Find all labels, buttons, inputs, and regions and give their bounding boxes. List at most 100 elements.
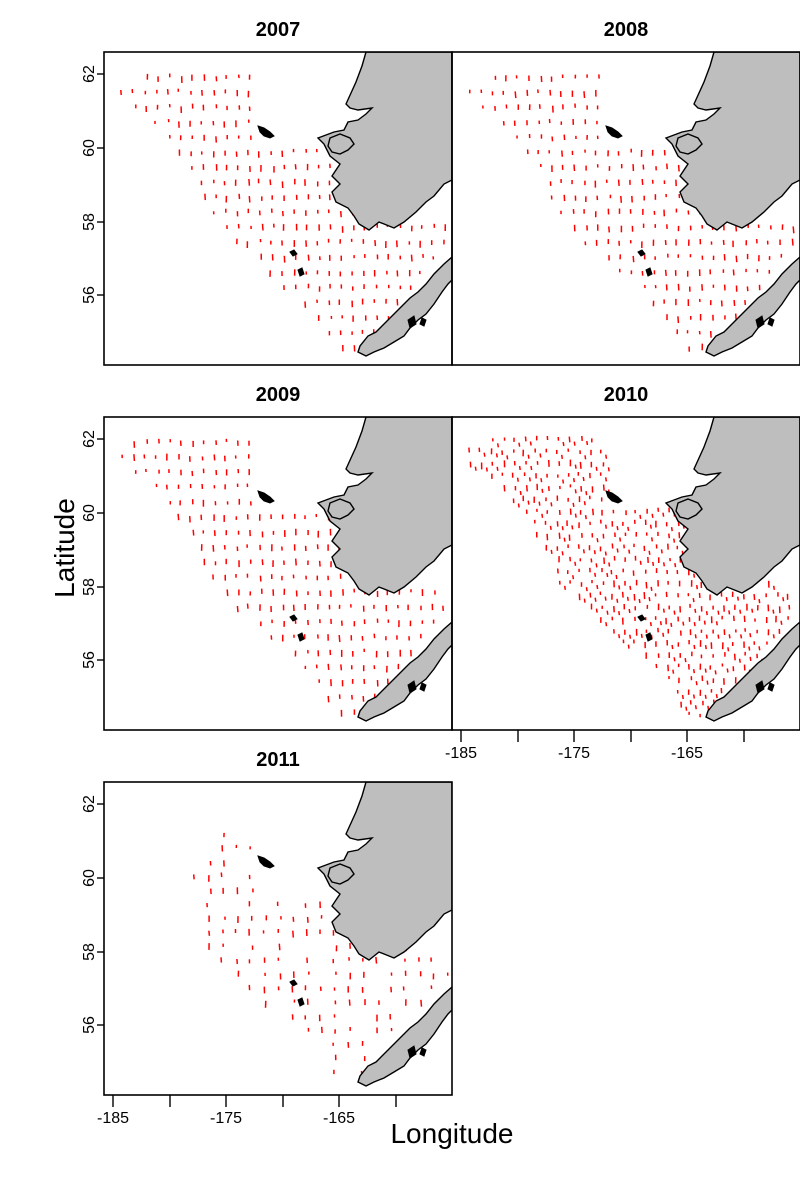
station-mark bbox=[348, 999, 351, 1006]
station-mark bbox=[606, 572, 609, 578]
alaska-peninsula bbox=[357, 986, 452, 1087]
station-mark bbox=[572, 477, 576, 483]
station-mark bbox=[733, 299, 736, 306]
station-mark bbox=[525, 485, 528, 492]
station-mark bbox=[792, 226, 795, 234]
station-mark bbox=[681, 694, 684, 700]
pribilof-island bbox=[297, 632, 305, 642]
station-mark bbox=[519, 490, 522, 496]
station-mark bbox=[617, 179, 620, 186]
station-mark bbox=[791, 238, 794, 246]
longitude-axis-2011: -185 -175 -165 bbox=[97, 1095, 397, 1127]
pribilof-island bbox=[297, 267, 305, 277]
station-mark bbox=[375, 956, 378, 964]
station-mark bbox=[693, 644, 696, 650]
station-mark bbox=[733, 653, 736, 661]
station-mark bbox=[338, 635, 341, 643]
panel-2011 bbox=[103, 781, 453, 1096]
station-mark bbox=[339, 211, 342, 218]
station-mark bbox=[749, 633, 752, 638]
station-mark bbox=[772, 609, 775, 614]
station-mark bbox=[725, 596, 728, 602]
small-island bbox=[419, 682, 427, 692]
station-mark bbox=[677, 316, 680, 324]
station-mark bbox=[694, 705, 697, 710]
pribilof-island bbox=[297, 997, 305, 1007]
station-mark bbox=[596, 538, 599, 543]
station-mark bbox=[671, 644, 674, 650]
station-mark bbox=[727, 647, 730, 652]
station-mark bbox=[728, 634, 731, 639]
station-mark bbox=[594, 572, 597, 577]
station-mark bbox=[579, 461, 582, 469]
station-mark bbox=[629, 634, 632, 639]
alaska-mainland bbox=[316, 52, 452, 231]
st-matthew-island bbox=[637, 614, 646, 622]
station-mark bbox=[595, 608, 598, 613]
lon-tick-label: -175 bbox=[558, 745, 590, 762]
station-mark bbox=[574, 561, 577, 566]
station-mark bbox=[574, 489, 577, 494]
panel-2008 bbox=[451, 51, 800, 366]
station-mark bbox=[327, 695, 330, 703]
station-mark bbox=[704, 694, 707, 699]
station-mark bbox=[595, 563, 598, 568]
station-mark bbox=[627, 526, 630, 532]
alaska-mainland bbox=[664, 52, 800, 231]
station-mark bbox=[649, 621, 652, 627]
station-mark bbox=[640, 633, 643, 639]
station-mark bbox=[618, 610, 621, 616]
station-mark bbox=[604, 524, 608, 529]
station-mark bbox=[518, 442, 521, 447]
panel-2009 bbox=[103, 416, 453, 731]
station-mark bbox=[673, 538, 676, 543]
station-mark bbox=[639, 560, 642, 565]
small-island bbox=[407, 315, 417, 329]
st-matthew-island bbox=[289, 614, 298, 622]
alaska-mainland bbox=[316, 782, 452, 961]
small-island bbox=[419, 1047, 427, 1057]
station-mark bbox=[618, 585, 621, 590]
station-mark bbox=[673, 657, 676, 662]
station-mark bbox=[674, 562, 677, 568]
station-mark bbox=[780, 620, 783, 625]
station-mark bbox=[573, 164, 576, 172]
station-mark bbox=[608, 562, 611, 567]
station-mark bbox=[627, 644, 630, 649]
station-mark bbox=[248, 178, 251, 186]
station-mark bbox=[695, 584, 699, 590]
station-mark bbox=[212, 544, 215, 552]
station-mark bbox=[572, 575, 575, 580]
station-mark bbox=[269, 179, 272, 186]
panel-title-2008: 2008 bbox=[604, 19, 649, 41]
station-mark bbox=[572, 502, 575, 508]
panel-frame bbox=[451, 416, 800, 731]
station-mark bbox=[629, 585, 632, 591]
station-mark bbox=[608, 226, 611, 233]
lat-tick-label: 62 bbox=[81, 65, 98, 83]
station-mark bbox=[540, 478, 543, 483]
station-mark bbox=[648, 550, 651, 555]
lon-tick-label: -185 bbox=[97, 1110, 129, 1127]
station-mark bbox=[506, 455, 509, 460]
station-mark bbox=[602, 484, 605, 491]
station-mark bbox=[649, 524, 652, 529]
survey-stations bbox=[121, 438, 444, 717]
station-mark bbox=[583, 91, 586, 99]
alaska-mainland bbox=[316, 417, 452, 596]
station-mark bbox=[703, 620, 706, 625]
survey-stations bbox=[468, 74, 795, 352]
station-mark bbox=[717, 634, 720, 639]
panel-title-2010: 2010 bbox=[604, 384, 649, 406]
station-mark bbox=[560, 454, 564, 460]
station-mark bbox=[672, 669, 675, 674]
station-mark bbox=[664, 269, 667, 276]
station-mark bbox=[261, 559, 264, 566]
lon-tick-label: -165 bbox=[323, 1110, 355, 1127]
station-mark bbox=[549, 89, 552, 96]
panel-title-2009: 2009 bbox=[256, 384, 301, 406]
station-mark bbox=[561, 526, 564, 531]
station-mark bbox=[133, 454, 136, 462]
station-mark bbox=[496, 443, 500, 448]
station-mark bbox=[662, 512, 665, 517]
